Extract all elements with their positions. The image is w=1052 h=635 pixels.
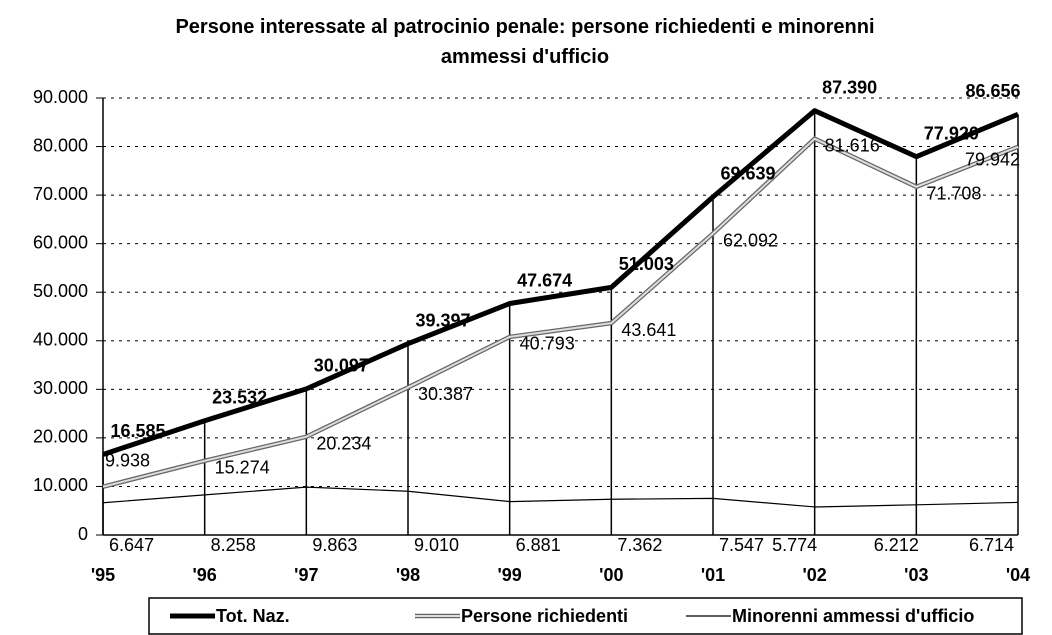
value-label: 69.639 — [720, 164, 775, 184]
value-label: 9.863 — [312, 535, 357, 555]
value-label: 71.708 — [926, 184, 981, 204]
series-line-outline — [102, 136, 1019, 489]
series-line — [102, 108, 1019, 457]
value-label: 6.881 — [516, 535, 561, 555]
x-tick-label: '04 — [1006, 565, 1030, 585]
chart-title: Persone interessate al patrocinio penale… — [175, 16, 875, 68]
value-label: 23.532 — [212, 387, 267, 407]
y-tick-label: 90.000 — [33, 87, 88, 107]
y-tick-label: 60.000 — [33, 232, 88, 252]
x-tick-label: '03 — [904, 565, 928, 585]
value-label: 20.234 — [316, 434, 371, 454]
y-tick-label: 80.000 — [33, 135, 88, 155]
x-tick-label: '01 — [701, 565, 725, 585]
value-label: 8.258 — [211, 535, 256, 555]
value-label: 6.714 — [969, 535, 1014, 555]
value-label: 5.774 — [772, 535, 817, 555]
value-label: 62.092 — [723, 230, 778, 250]
value-label: 9.010 — [414, 535, 459, 555]
y-tick-label: 30.000 — [33, 378, 88, 398]
value-label: 86.656 — [965, 81, 1020, 101]
y-tick-label: 20.000 — [33, 427, 88, 447]
value-label: 47.674 — [517, 270, 572, 290]
value-label: 7.547 — [719, 535, 764, 555]
value-label: 15.274 — [215, 458, 270, 478]
value-label: 9.938 — [105, 450, 150, 470]
value-label: 81.616 — [825, 135, 880, 155]
y-tick-label: 40.000 — [33, 330, 88, 350]
value-label: 7.362 — [617, 535, 662, 555]
x-tick-label: '97 — [294, 565, 318, 585]
value-label: 30.387 — [418, 384, 473, 404]
value-label: 43.641 — [621, 320, 676, 340]
x-tick-label: '96 — [193, 565, 217, 585]
value-label: 6.212 — [874, 535, 919, 555]
legend-box — [148, 597, 1023, 635]
value-label: 40.793 — [520, 334, 575, 354]
y-tick-label: 0 — [78, 524, 88, 544]
value-label: 51.003 — [619, 254, 674, 274]
series-line — [102, 486, 1019, 508]
x-tick-label: '00 — [599, 565, 623, 585]
value-label: 30.097 — [314, 356, 369, 376]
value-label: 77.920 — [924, 123, 979, 143]
y-tick-label: 50.000 — [33, 281, 88, 301]
y-tick-label: 10.000 — [33, 475, 88, 495]
value-label: 87.390 — [822, 77, 877, 97]
value-label: 39.397 — [415, 310, 470, 330]
legend-label: Minorenni ammessi d'ufficio — [732, 606, 974, 626]
y-tick-label: 70.000 — [33, 184, 88, 204]
x-tick-label: '95 — [91, 565, 115, 585]
value-label: 16.585 — [110, 421, 165, 441]
legend-label: Tot. Naz. — [216, 606, 290, 626]
x-tick-label: '02 — [803, 565, 827, 585]
legend-label: Persone richiedenti — [461, 606, 628, 626]
x-tick-label: '98 — [396, 565, 420, 585]
value-label: 79.942 — [965, 150, 1020, 170]
series-line — [102, 137, 1019, 488]
value-label: 6.647 — [109, 535, 154, 555]
x-tick-label: '99 — [498, 565, 522, 585]
